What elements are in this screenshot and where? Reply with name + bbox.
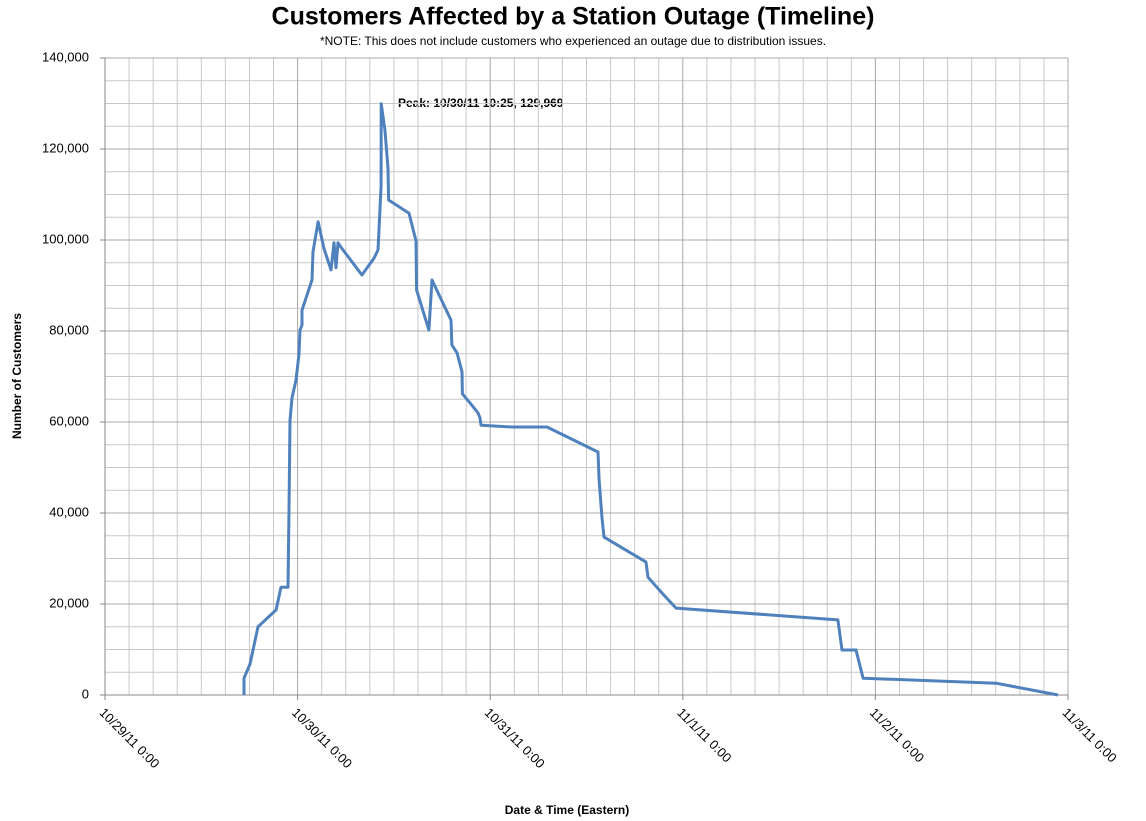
y-tick-label: 0 (82, 686, 89, 701)
x-axis-label: Date & Time (Eastern) (505, 803, 629, 817)
chart-subtitle: *NOTE: This does not include customers w… (320, 34, 826, 48)
y-tick-label: 40,000 (49, 504, 89, 519)
y-tick-label: 20,000 (49, 595, 89, 610)
y-tick-label: 60,000 (49, 413, 89, 428)
y-tick-label: 140,000 (42, 49, 89, 64)
x-tick-label: 10/29/11 0:00 (96, 705, 162, 771)
x-tick-label: 10/31/11 0:00 (482, 705, 548, 771)
x-tick-label: 11/1/11 0:00 (674, 705, 734, 765)
x-tick-label: 10/30/11 0:00 (289, 705, 355, 771)
y-tick-label: 120,000 (42, 140, 89, 155)
chart-title: Customers Affected by a Station Outage (… (272, 3, 875, 31)
y-tick-label: 100,000 (42, 231, 89, 246)
x-tick-label: 11/3/11 0:00 (1059, 705, 1119, 765)
y-axis-label: Number of Customers (10, 313, 24, 439)
y-tick-label: 80,000 (49, 322, 89, 337)
x-tick-label: 11/2/11 0:00 (867, 705, 927, 765)
data-line (242, 102, 1059, 697)
